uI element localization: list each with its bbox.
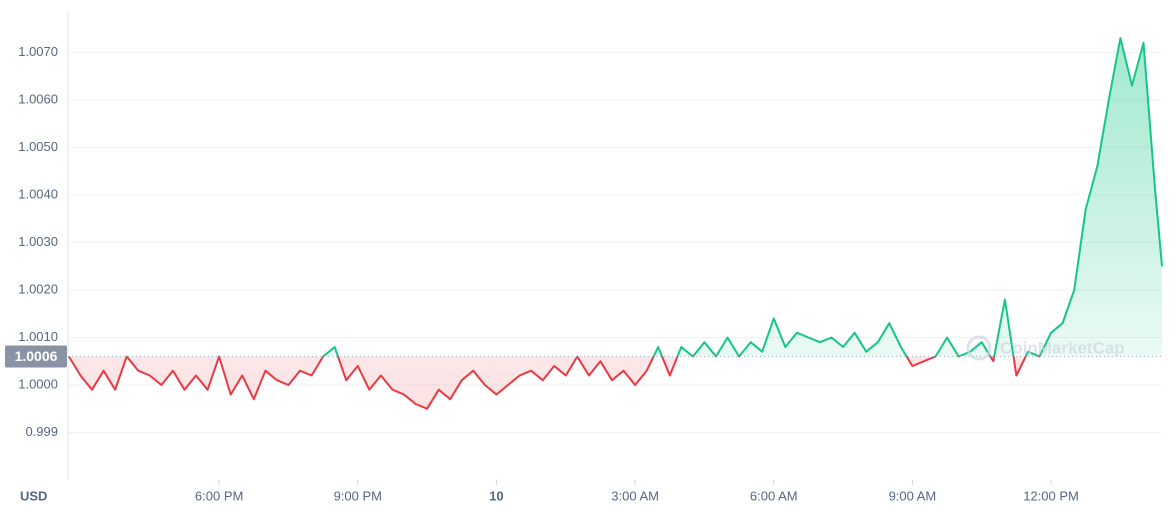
reference-badge (5, 345, 67, 368)
watermark-logo (966, 335, 992, 361)
x-tick-label: 12:00 PM (1023, 488, 1079, 503)
line-down (68, 356, 1041, 410)
y-tick-label: 1.0030 (18, 234, 58, 249)
watermark: CoinMarketCap (1000, 338, 1125, 357)
y-tick-label: 1.0060 (18, 91, 58, 106)
y-tick-label: 1.0070 (18, 44, 58, 59)
reference-label: 1.0006 (15, 348, 58, 364)
x-tick-label: 3:00 AM (611, 488, 659, 503)
x-tick-label: 9:00 AM (889, 488, 937, 503)
x-tick-label: 9:00 PM (334, 488, 382, 503)
y-tick-label: 1.0040 (18, 186, 58, 201)
y-tick-label: 0.999 (25, 424, 58, 439)
x-tick-label: 6:00 PM (195, 488, 243, 503)
y-tick-label: 1.0020 (18, 281, 58, 296)
y-tick-label: 1.0000 (18, 376, 58, 391)
area-down (68, 356, 1040, 409)
x-tick-label: 10 (489, 488, 503, 503)
area-up (68, 38, 1162, 357)
y-tick-label: 1.0050 (18, 139, 58, 154)
y-tick-label: 1.0010 (18, 329, 58, 344)
currency-label: USD (20, 488, 47, 503)
line-up (68, 37, 1163, 357)
x-tick-label: 6:00 AM (750, 488, 798, 503)
